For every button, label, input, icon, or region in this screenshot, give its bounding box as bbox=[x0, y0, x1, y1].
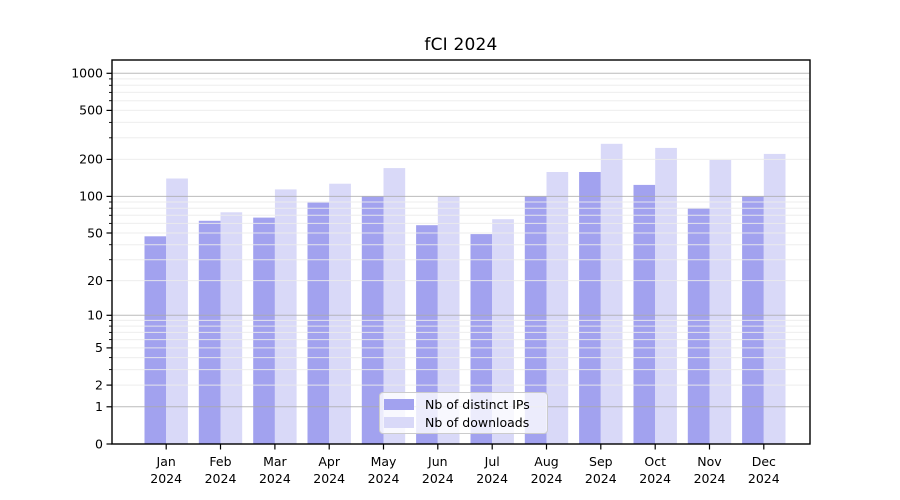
chart-title: fCI 2024 bbox=[424, 35, 498, 55]
y-tick-label: 0 bbox=[95, 436, 103, 451]
x-tick-label: Jul 2024 bbox=[476, 454, 508, 486]
x-tick-label: Apr 2024 bbox=[313, 454, 345, 486]
x-tick-label: Sep 2024 bbox=[585, 454, 617, 486]
x-tick-label: Jun 2024 bbox=[422, 454, 454, 486]
bar-distinct-ips bbox=[470, 234, 493, 444]
bar-distinct-ips bbox=[253, 217, 275, 444]
legend-swatch-distinct-ips bbox=[384, 398, 414, 410]
legend-swatch-downloads bbox=[384, 416, 414, 428]
bar-downloads bbox=[763, 153, 786, 444]
x-tick-label: Nov 2024 bbox=[694, 454, 726, 486]
bar-downloads bbox=[655, 147, 677, 444]
y-tick-label: 10 bbox=[87, 308, 103, 323]
y-tick-label: 20 bbox=[87, 273, 103, 288]
bar-downloads bbox=[709, 160, 732, 444]
y-tick-label: 200 bbox=[79, 152, 103, 167]
bar-distinct-ips bbox=[633, 184, 656, 444]
bar-downloads bbox=[220, 212, 243, 444]
y-tick-label: 500 bbox=[79, 103, 103, 118]
bar-downloads bbox=[492, 219, 514, 444]
y-tick-label: 5 bbox=[95, 340, 103, 355]
x-tick-label: Aug 2024 bbox=[531, 454, 563, 486]
x-tick-label: Jan 2024 bbox=[150, 454, 182, 486]
x-tick-label: Feb 2024 bbox=[205, 454, 237, 486]
x-tick-label: Mar 2024 bbox=[259, 454, 291, 486]
x-tick-label: Oct 2024 bbox=[639, 454, 671, 486]
bar-downloads bbox=[329, 183, 351, 444]
legend-label-downloads: Nb of downloads bbox=[425, 414, 530, 430]
y-tick-label: 1000 bbox=[71, 66, 103, 81]
legend-item-distinct-ips: Nb of distinct IPs bbox=[384, 397, 538, 412]
legend-item-downloads: Nb of downloads bbox=[384, 415, 538, 430]
bar-downloads bbox=[383, 168, 406, 444]
bar-distinct-ips bbox=[144, 236, 167, 444]
x-tick-label: May 2024 bbox=[368, 454, 400, 486]
bar-downloads bbox=[274, 189, 297, 444]
axes-spines bbox=[111, 59, 811, 445]
bar-distinct-ips bbox=[307, 202, 330, 444]
y-tick-label: 2 bbox=[95, 377, 103, 392]
legend-label-distinct-ips: Nb of distinct IPs bbox=[425, 396, 530, 412]
y-tick-label: 1 bbox=[95, 399, 103, 414]
bar-downloads bbox=[166, 178, 188, 444]
bar-downloads bbox=[600, 143, 623, 445]
y-tick-label: 100 bbox=[79, 189, 103, 204]
bar-downloads bbox=[546, 172, 569, 444]
x-tick-label: Dec 2024 bbox=[748, 454, 780, 486]
legend: Nb of distinct IPs Nb of downloads bbox=[379, 392, 548, 434]
bar-distinct-ips bbox=[416, 225, 438, 444]
y-tick-label: 50 bbox=[87, 225, 103, 240]
bar-distinct-ips bbox=[579, 172, 601, 444]
